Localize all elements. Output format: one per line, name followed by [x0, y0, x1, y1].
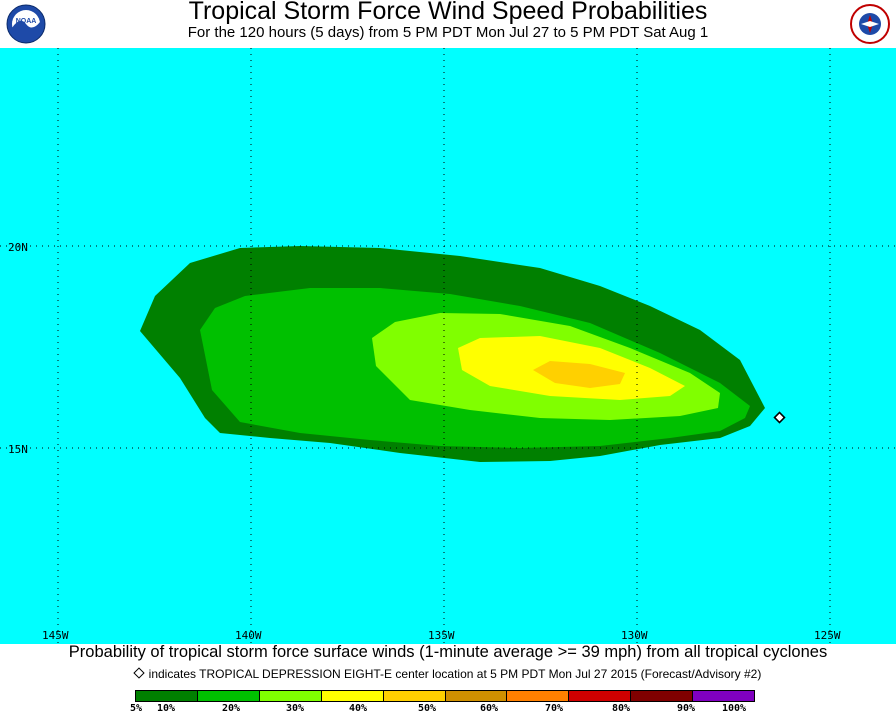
legend-swatch-70-80	[569, 691, 632, 701]
lon-label-145w: 145W	[42, 629, 69, 642]
probability-legend	[135, 690, 755, 702]
legend-label-70: 70%	[545, 703, 564, 714]
storm-note: indicates TROPICAL DEPRESSION EIGHT-E ce…	[0, 667, 896, 681]
probability-map: 20N 15N 145W 140W 135W 130W 125W	[0, 48, 896, 644]
storm-note-text: indicates TROPICAL DEPRESSION EIGHT-E ce…	[148, 667, 762, 681]
lon-label-135w: 135W	[428, 629, 455, 642]
legend-swatch-5-10	[136, 691, 198, 701]
lat-label-15n: 15N	[8, 443, 28, 456]
legend-swatch-10-20	[197, 691, 260, 701]
svg-text:NOAA: NOAA	[16, 18, 37, 25]
lon-label-125w: 125W	[814, 629, 841, 642]
legend-swatch-80-90	[631, 691, 694, 701]
band-40-percent	[533, 361, 625, 388]
page-subtitle: For the 120 hours (5 days) from 5 PM PDT…	[187, 24, 709, 41]
legend-swatch-20-30	[259, 691, 322, 701]
diamond-icon	[132, 667, 145, 679]
legend-label-100: 100%	[722, 703, 747, 714]
legend-swatch-90-100	[693, 691, 755, 701]
page-title: Tropical Storm Force Wind Speed Probabil…	[188, 0, 708, 25]
lat-label-20n: 20N	[8, 241, 28, 254]
legend-swatch-30-40	[321, 691, 384, 701]
storm-center-marker	[773, 411, 786, 424]
legend-label-20: 20%	[222, 703, 241, 714]
legend-swatch-50-60	[445, 691, 508, 701]
legend-label-5: 5%	[130, 703, 143, 714]
map-caption: Probability of tropical storm force surf…	[68, 643, 828, 661]
legend-label-80: 80%	[612, 703, 631, 714]
legend-labels: 5% 10% 20% 30% 40% 50% 60% 70% 80% 90% 1…	[0, 703, 896, 716]
legend-label-10: 10%	[157, 703, 176, 714]
legend-label-30: 30%	[286, 703, 305, 714]
header: NOAA Tropical Storm Force Wind Speed Pro…	[0, 0, 896, 48]
legend-swatch-60-70	[507, 691, 570, 701]
noaa-logo: NOAA	[6, 4, 46, 44]
legend-label-90: 90%	[677, 703, 696, 714]
legend-label-50: 50%	[418, 703, 437, 714]
nws-logo	[850, 4, 890, 44]
legend-label-40: 40%	[349, 703, 368, 714]
legend-swatch-40-50	[383, 691, 446, 701]
lon-label-140w: 140W	[235, 629, 262, 642]
lon-label-130w: 130W	[621, 629, 648, 642]
legend-label-60: 60%	[480, 703, 499, 714]
